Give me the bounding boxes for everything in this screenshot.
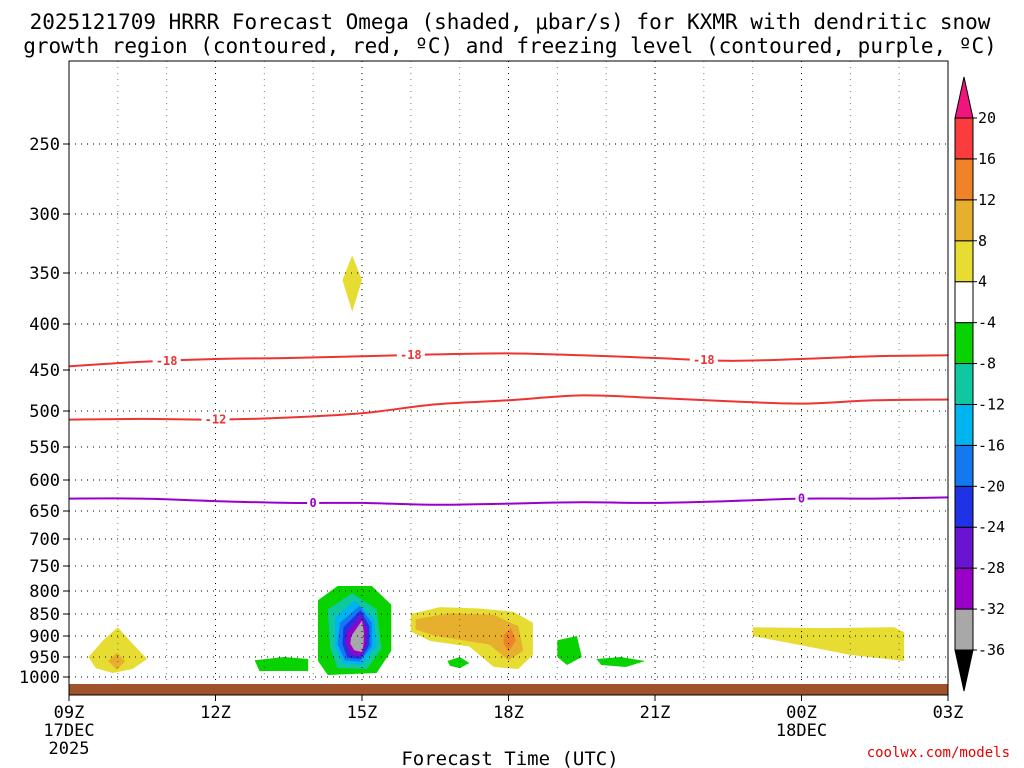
omega-colorbar: -36 -32 -28 -24 -20 -16 -12 -8 -4 4 8 12 16 20 (954, 76, 1005, 692)
x-tick-label-00Z: 00Z (786, 703, 817, 723)
contour-freezing-level (68, 496, 949, 506)
omega-region-yellow-right-low (752, 627, 905, 661)
colorbar-band (954, 608, 974, 651)
omega-region-green-right-mid (933, 324, 947, 433)
x-tick-date-00Z: 18DEC (776, 721, 827, 741)
y-tick-label-650: 650 (29, 502, 60, 522)
colorbar-label--12: -12 (978, 395, 1005, 413)
y-tick-label-850: 850 (29, 605, 60, 625)
colorbar-label-4: 4 (978, 273, 987, 291)
contour-label-dgz-minus18: -18 (693, 353, 715, 367)
y-tick-label-350: 350 (29, 264, 60, 284)
colorbar-label--4: -4 (978, 314, 996, 332)
colorbar-band (954, 322, 974, 365)
temperature-contours: -18 -18 -18 -12 0 0 (68, 347, 949, 510)
colorbar-band (954, 567, 974, 610)
colorbar-label--32: -32 (978, 600, 1005, 618)
omega-region-green-400 (557, 280, 621, 339)
contour-label-dgz-minus12: -12 (205, 413, 227, 427)
omega-region-teal-21z (596, 657, 646, 667)
contour-label-bg (689, 352, 718, 367)
colorbar-label--8: -8 (978, 355, 996, 373)
colorbar-band (954, 281, 974, 324)
y-tick-label-950: 950 (29, 648, 60, 668)
y-tick-label-600: 600 (29, 471, 60, 491)
contour-label-dgz-minus18: -18 (156, 354, 178, 368)
contour-dgz-minus18 (68, 352, 949, 368)
y-tick-label-300: 300 (29, 205, 60, 225)
x-tick-label-03Z: 03Z (933, 703, 964, 723)
colorbar-label--36: -36 (978, 641, 1005, 659)
colorbar-band (954, 240, 974, 283)
omega-region-green-20z (542, 619, 709, 671)
omega-shading (88, 255, 948, 680)
omega-region-yellow-350 (342, 255, 362, 312)
x-tick-label-09Z: 09Z (54, 703, 85, 723)
terrain-ground-bar (69, 684, 948, 695)
colorbar-label-16: 16 (978, 150, 996, 168)
contour-label-freezing-level: 0 (798, 492, 805, 506)
contour-label-bg (201, 412, 230, 427)
y-tick-label-500: 500 (29, 402, 60, 422)
x-tick-label-21Z: 21Z (640, 703, 671, 723)
y-tick-label-750: 750 (29, 557, 60, 577)
colorbar-label-12: 12 (978, 191, 996, 209)
dotted-grid (69, 61, 948, 695)
colorbar-band (954, 117, 974, 160)
colorbar-label--28: -28 (978, 559, 1005, 577)
omega-region-orange-left-low (108, 652, 126, 670)
contour-label-freezing-level: 0 (310, 496, 317, 510)
colorbar-band (954, 363, 974, 405)
omega-region-yellow-left-low (88, 627, 148, 673)
colorbar-band (954, 444, 974, 487)
y-tick-label-700: 700 (29, 530, 60, 550)
x-tick-date-09Z: 17DEC (43, 721, 94, 741)
y-tick-label-1000: 1000 (19, 668, 60, 688)
plot-frame (68, 60, 949, 696)
colorbar-band (954, 158, 974, 201)
colorbar-label--20: -20 (978, 477, 1005, 495)
y-tick-label-400: 400 (29, 315, 60, 335)
omega-region-teal-17z-low (447, 657, 470, 669)
contour-dgz-minus12 (68, 394, 949, 421)
colorbar-band (954, 199, 974, 242)
x-tick-label-18Z: 18Z (493, 703, 524, 723)
contour-label-bg (307, 495, 320, 510)
y-tick-label-550: 550 (29, 438, 60, 458)
contour-label-bg (795, 491, 808, 506)
colorbar-above-triangle (954, 76, 974, 119)
omega-region-orange-18z (503, 628, 516, 652)
colorbar-below-triangle (954, 649, 974, 692)
y-tick-label-800: 800 (29, 582, 60, 602)
x-tick-label-15Z: 15Z (347, 703, 378, 723)
chart-title-line2: growth region (contoured, red, ºC) and f… (23, 34, 997, 58)
x-tick-label-12Z: 12Z (200, 703, 231, 723)
chart-title-line1: 2025121709 HRRR Forecast Omega (shaded, … (30, 10, 991, 34)
y-tick-label-900: 900 (29, 627, 60, 647)
colorbar-band (954, 485, 974, 528)
omega-region-teal-main-left (254, 657, 309, 671)
colorbar-label-8: 8 (978, 232, 987, 250)
y-tick-label-250: 250 (29, 135, 60, 155)
colorbar-label-20: 20 (978, 109, 996, 127)
x-axis-label: Forecast Time (UTC) (401, 748, 618, 768)
credit-text: coolwx.com/models (867, 745, 1010, 761)
omega-region-teal-20z (557, 636, 582, 665)
pressure-axis: 2503003504004505005506006507007508008509… (19, 135, 69, 688)
contour-label-bg (152, 353, 181, 368)
colorbar-band (954, 526, 974, 569)
contour-label-bg (396, 347, 425, 362)
omega-region-gold-17z (415, 613, 524, 661)
colorbar-band (954, 403, 974, 446)
contour-label-dgz-minus18: -18 (400, 348, 422, 362)
colorbar-label--16: -16 (978, 436, 1005, 454)
colorbar-label--24: -24 (978, 518, 1005, 536)
x-tick-year-09Z: 2025 (49, 739, 90, 759)
omega-region-green-right-low (943, 648, 948, 673)
y-tick-label-450: 450 (29, 361, 60, 381)
